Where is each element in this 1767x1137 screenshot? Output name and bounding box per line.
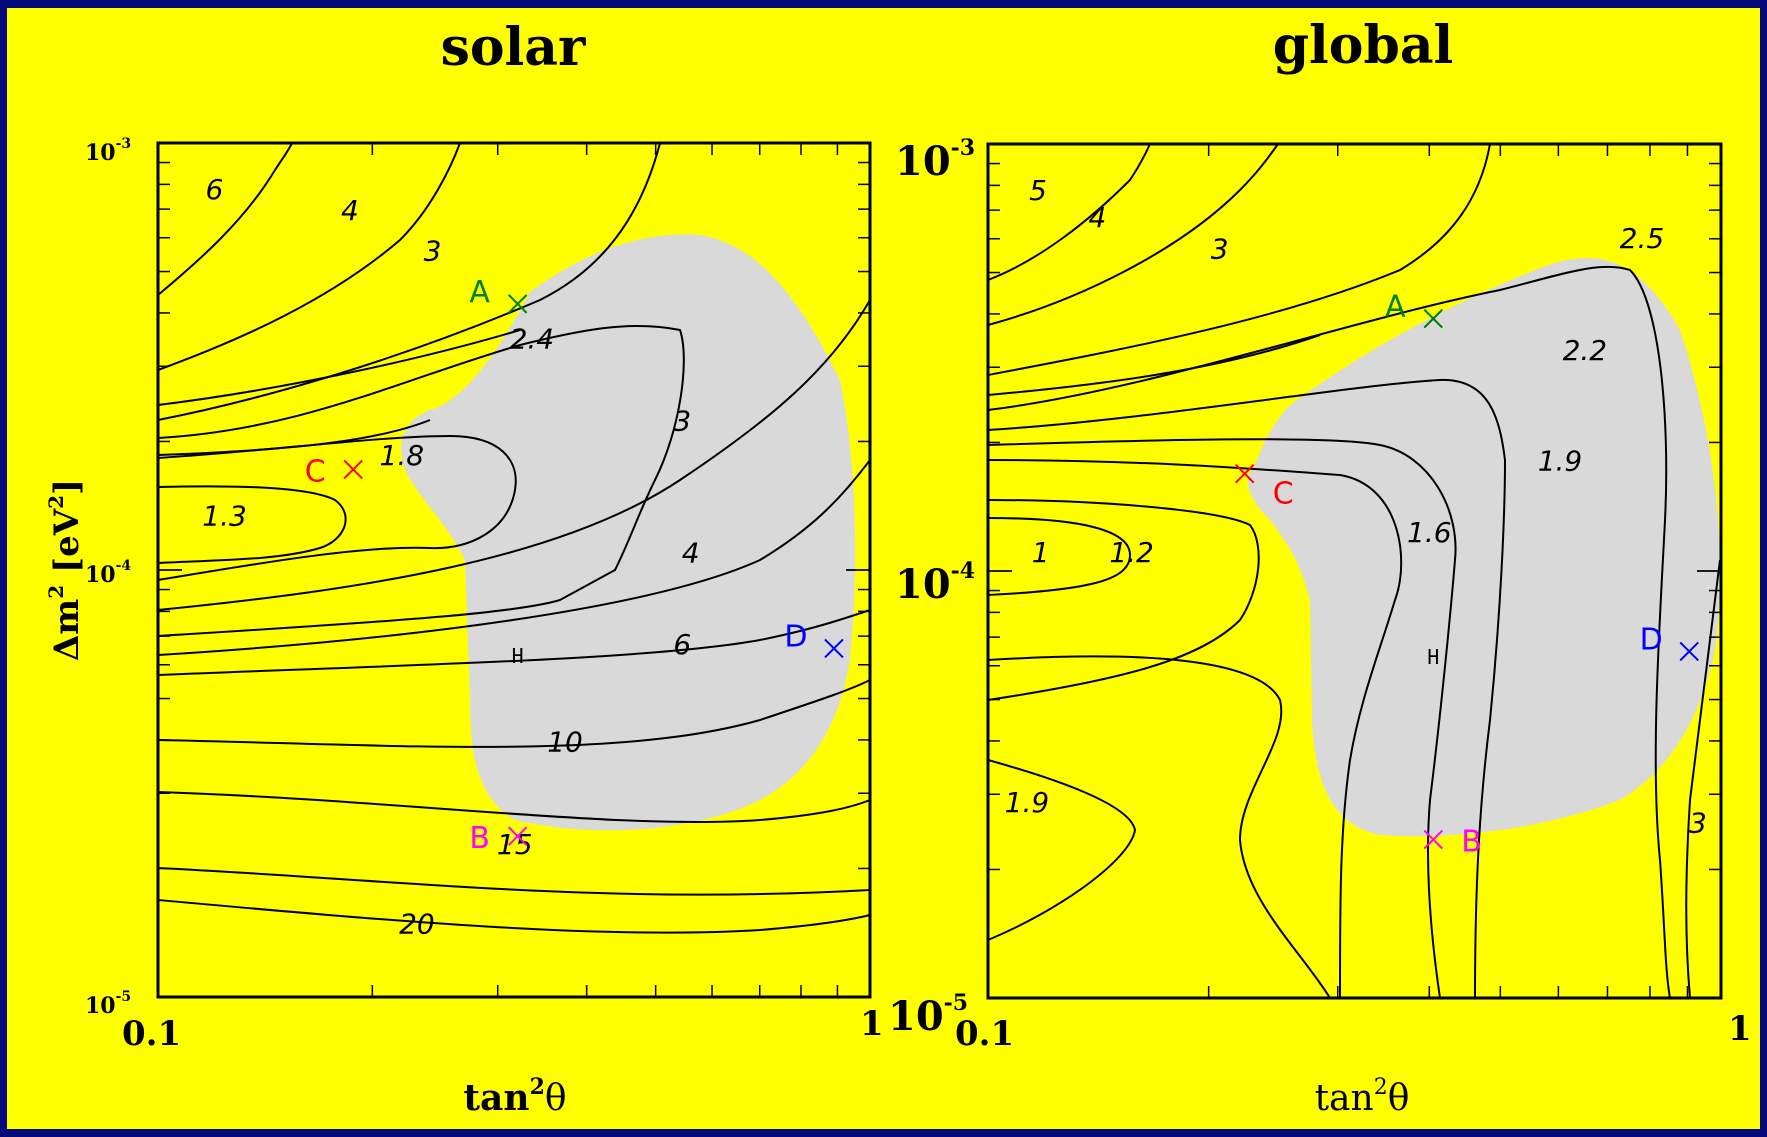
solar-contour-label-4: 1.8: [380, 439, 425, 472]
global-point-d-label: D: [1640, 622, 1663, 657]
global-h-marker: H: [1427, 645, 1439, 669]
global-x-tick-labels: 0.1 1: [955, 1009, 1752, 1054]
global-point-b-marker: [1423, 829, 1443, 850]
solar-contour-6-lower: [157, 609, 871, 676]
global-y-tick-1e-4: 10-4: [895, 558, 975, 608]
solar-x-tick-labels: 0.1 1: [122, 1004, 884, 1054]
global-contour-3: [987, 143, 1491, 376]
solar-contour-label-6: 3: [673, 405, 691, 438]
global-point-c-label: C: [1273, 477, 1294, 512]
global-contour-1-6: [987, 459, 1403, 999]
solar-contour-label-9: 10: [547, 725, 583, 758]
global-point-a-marker: [1423, 308, 1443, 329]
global-point-c-marker: [1235, 463, 1255, 484]
solar-point-b-marker: [507, 826, 528, 846]
global-allowed-region: [1247, 257, 1721, 837]
global-x-tick-0-1: 0.1: [955, 1014, 1014, 1054]
solar-h-marker: H: [512, 644, 524, 668]
solar-point-c-marker: [343, 459, 363, 480]
solar-point-d-marker: [824, 638, 844, 659]
solar-point-a-label: A: [469, 275, 490, 310]
global-contour-5: [987, 143, 1151, 281]
global-point-d-marker: [1679, 641, 1699, 662]
global-contour-label-9: 1.9: [1005, 786, 1050, 819]
global-x-axis-label: tan2θ: [1315, 1075, 1410, 1119]
global-contour-label-1: 4: [1088, 201, 1106, 234]
solar-contour-6-upper: [157, 142, 293, 296]
solar-contour-15: [157, 791, 871, 823]
global-contour-1-2: [987, 499, 1260, 701]
global-contour-label-4: 2.2: [1563, 334, 1608, 367]
global-contour-1-9: [987, 438, 1457, 999]
solar-points: A B C D H: [305, 275, 844, 856]
global-contour-label-3: 2.5: [1620, 222, 1665, 255]
solar-contour-4-lower: [157, 459, 871, 656]
global-contour-1-9-lower: [987, 759, 1137, 941]
solar-contour-3-lower: [157, 299, 871, 611]
solar-y-tick-1e-4: 10-4: [85, 558, 131, 588]
solar-contour-1-3: [157, 485, 347, 564]
solar-contour-label-7: 4: [682, 537, 700, 570]
solar-allowed-region: [401, 234, 856, 831]
solar-point-c-label: C: [305, 454, 326, 489]
global-title: global: [1273, 15, 1454, 76]
solar-contour-extra-2: [157, 867, 871, 896]
global-points: A B C D H: [1235, 290, 1699, 860]
global-axis-ticks: [987, 143, 1722, 999]
global-contour-label-6: 1.6: [1407, 516, 1452, 549]
solar-y-tick-1e-3: 10-3: [85, 136, 131, 166]
global-panel: global 5 4 3 2.5 2.2 1.9 1.6 1.2 1 1.9 3 A B C D H 0.1…: [888, 15, 1752, 1119]
solar-point-b-label: B: [469, 821, 490, 856]
global-y-tick-labels: 10-5 10-4 10-3: [888, 135, 975, 1040]
solar-contour-extra-1: [157, 419, 431, 456]
solar-contour-10: [157, 679, 871, 748]
solar-contours: [157, 142, 871, 934]
solar-y-tick-labels: 10-5 10-4 10-3: [85, 136, 131, 1019]
global-contour-label-8: 1: [1032, 536, 1050, 569]
global-point-b-label: B: [1461, 825, 1482, 860]
global-y-tick-1e-5: 10-5: [888, 990, 968, 1040]
global-contour-2-2: [987, 378, 1507, 999]
global-contour-label-2: 3: [1211, 232, 1229, 265]
global-contour-1: [987, 517, 1132, 596]
solar-contour-label-3: 2.4: [510, 323, 555, 356]
solar-contour-label-8: 6: [673, 628, 691, 661]
solar-y-tick-1e-5: 10-5: [85, 989, 131, 1019]
solar-x-tick-0-1: 0.1: [122, 1014, 181, 1054]
solar-contour-3-b: [157, 329, 521, 406]
solar-point-a-marker: [507, 294, 528, 314]
solar-contour-20: [157, 899, 871, 934]
solar-contour-label-11: 20: [399, 907, 435, 940]
global-contour-left-extra: [987, 334, 1321, 396]
solar-axis-ticks: [157, 142, 871, 998]
solar-contour-2-4: [157, 325, 685, 637]
global-contour-labels: 5 4 3 2.5 2.2 1.9 1.6 1.2 1 1.9 3: [1005, 174, 1707, 840]
global-point-a-label: A: [1385, 290, 1406, 325]
global-x-tick-1: 1: [1728, 1009, 1752, 1049]
solar-contour-label-2: 3: [424, 235, 442, 268]
global-contour-label-10: 3: [1689, 807, 1707, 840]
global-contour-label-7: 1.2: [1109, 536, 1154, 569]
solar-contour-4-upper: [157, 142, 461, 371]
global-contours: [987, 143, 1721, 999]
solar-x-axis-label: tan2θ: [463, 1074, 566, 1119]
global-y-tick-1e-3: 10-3: [895, 135, 975, 185]
solar-contour-3-upper: [157, 142, 661, 421]
global-contour-4: [987, 143, 1279, 326]
solar-point-d-label: D: [784, 619, 807, 654]
solar-contour-label-1: 4: [341, 194, 359, 227]
solar-contour-label-5: 1.3: [202, 500, 247, 533]
global-contour-lower-2: [1685, 559, 1721, 999]
global-contour-label-0: 5: [1029, 174, 1047, 207]
solar-contour-label-0: 6: [205, 173, 223, 206]
solar-y-axis-label: Δm2 [eV2]: [44, 479, 87, 661]
global-contour-label-5: 1.9: [1538, 444, 1583, 477]
solar-x-tick-1: 1: [860, 1004, 884, 1044]
global-contour-lower-1: [987, 655, 1331, 999]
solar-title: solar: [441, 17, 586, 78]
